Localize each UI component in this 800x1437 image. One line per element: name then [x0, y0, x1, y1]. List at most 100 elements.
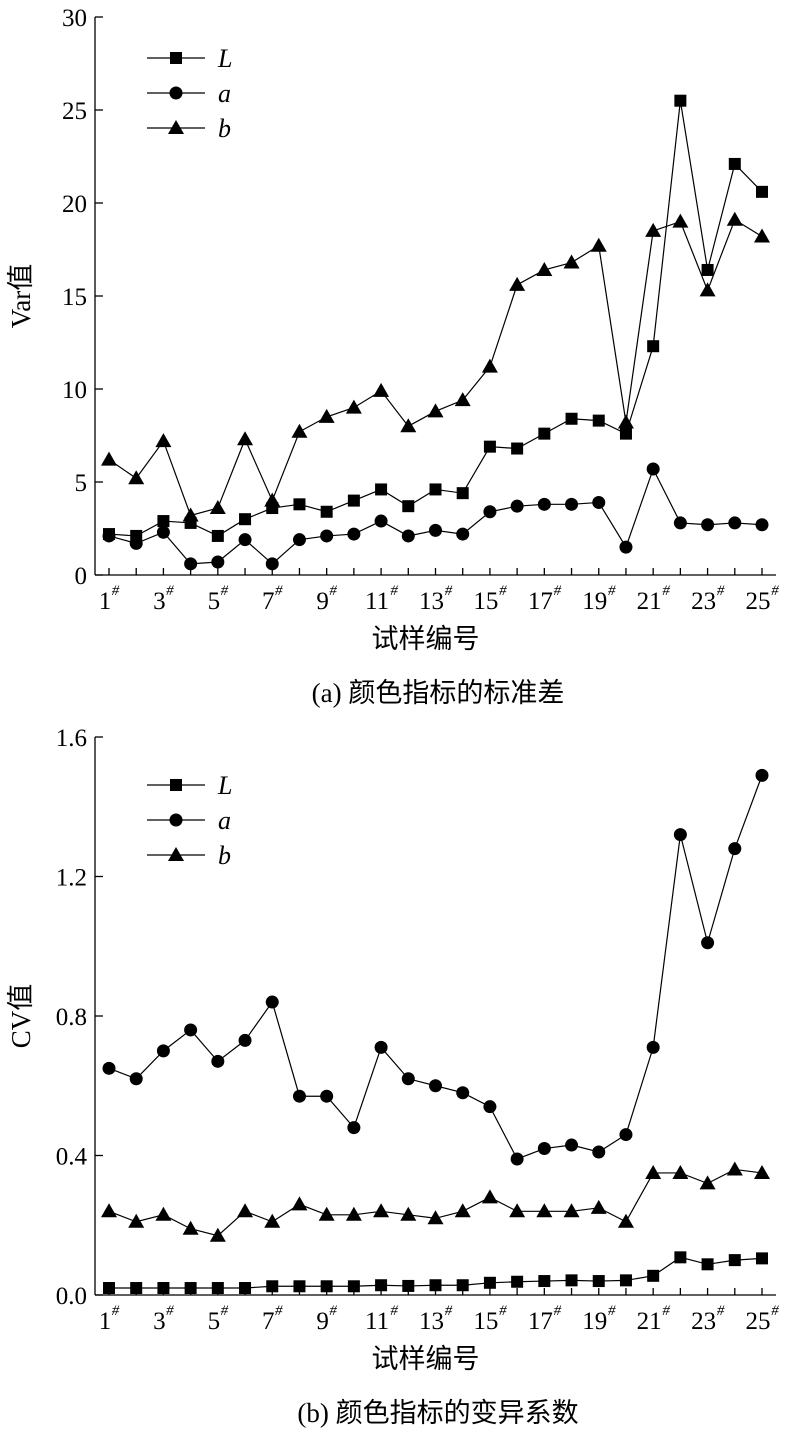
- series-L: [103, 94, 768, 542]
- x-tick-label: 19: [582, 1308, 607, 1335]
- legend-marker-a: [169, 813, 183, 827]
- data-point-b: [155, 433, 172, 448]
- data-point-b: [291, 423, 308, 438]
- data-point-L: [565, 1274, 578, 1287]
- x-tick-label: 15: [473, 1308, 498, 1335]
- data-point-L: [728, 1254, 741, 1267]
- x-tick-label: 7: [262, 1308, 275, 1335]
- data-point-b: [128, 1213, 145, 1228]
- data-point-L: [647, 340, 660, 353]
- x-tick-suffix: #: [275, 1303, 283, 1319]
- data-point-L: [619, 427, 632, 440]
- x-tick-suffix: #: [662, 1303, 670, 1319]
- x-tick-suffix: #: [221, 583, 229, 599]
- data-point-L: [211, 1282, 224, 1295]
- legend-marker-L: [170, 52, 182, 64]
- data-point-L: [538, 1275, 551, 1288]
- legend-label-a: a: [218, 79, 231, 108]
- data-point-L: [320, 505, 333, 518]
- data-point-b: [590, 1199, 607, 1214]
- data-point-L: [756, 1252, 768, 1265]
- data-point-a: [673, 828, 687, 842]
- data-point-a: [347, 527, 361, 541]
- data-point-b: [672, 1164, 689, 1179]
- data-point-b: [264, 492, 281, 507]
- x-tick-label: 1: [99, 588, 112, 615]
- data-point-b: [509, 1203, 526, 1218]
- x-tick-suffix: #: [275, 583, 283, 599]
- data-point-a: [102, 1061, 116, 1075]
- x-tick-suffix: #: [445, 1303, 453, 1319]
- x-tick-label: 5: [208, 588, 221, 615]
- data-point-b: [536, 261, 553, 276]
- x-tick-suffix: #: [221, 1303, 229, 1319]
- data-point-b: [427, 1210, 444, 1225]
- data-point-b: [209, 500, 226, 515]
- data-point-b: [509, 276, 526, 291]
- x-tick-suffix: #: [112, 583, 120, 599]
- x-tick-suffix: #: [166, 1303, 174, 1319]
- data-point-b: [182, 507, 199, 522]
- x-tick-label: 11: [365, 1308, 389, 1335]
- x-tick-label: 3: [153, 588, 166, 615]
- data-point-b: [318, 408, 335, 423]
- data-point-L: [375, 1279, 388, 1292]
- series-line-b: [108, 1168, 763, 1237]
- data-point-b: [101, 451, 117, 466]
- data-point-L: [130, 1282, 143, 1295]
- data-point-b: [590, 237, 607, 252]
- data-point-b: [754, 1164, 770, 1179]
- data-point-b: [101, 1203, 117, 1218]
- data-point-b: [563, 1203, 580, 1218]
- x-tick-suffix: #: [329, 583, 337, 599]
- legend-label-b: b: [218, 114, 231, 143]
- x-tick-label: 13: [419, 1308, 444, 1335]
- data-point-a: [592, 495, 606, 509]
- x-tick-suffix: #: [554, 1303, 562, 1319]
- data-point-b: [155, 1206, 172, 1221]
- data-point-L: [511, 1275, 524, 1288]
- data-point-b: [264, 1213, 281, 1228]
- y-tick-label: 25: [62, 98, 87, 125]
- data-point-a: [619, 540, 633, 554]
- x-axis-title: 试样编号: [372, 624, 480, 654]
- data-point-L: [184, 1282, 197, 1295]
- x-tick-suffix: #: [390, 583, 398, 599]
- data-point-b: [563, 254, 580, 269]
- data-point-b: [237, 1203, 254, 1218]
- data-point-L: [211, 529, 224, 542]
- data-point-a: [728, 516, 742, 530]
- y-tick-label: 15: [62, 284, 87, 311]
- y-tick-label: 5: [75, 470, 88, 497]
- data-point-a: [755, 518, 769, 532]
- x-tick-suffix: #: [390, 1303, 398, 1319]
- data-point-a: [537, 1142, 551, 1156]
- data-point-b: [672, 213, 689, 228]
- x-tick-label: 11: [365, 588, 389, 615]
- data-point-a: [755, 768, 769, 782]
- chart-caption: (a) 颜色指标的标准差: [312, 678, 565, 708]
- data-point-L: [592, 414, 605, 427]
- data-point-a: [429, 1079, 442, 1093]
- data-point-b: [318, 1206, 335, 1221]
- data-point-a: [129, 1072, 143, 1086]
- data-point-b: [209, 1227, 226, 1242]
- x-tick-label: 23: [691, 588, 716, 615]
- x-tick-label: 1: [99, 1308, 112, 1335]
- data-point-a: [483, 1100, 497, 1114]
- data-point-a: [728, 842, 742, 856]
- data-point-b: [373, 382, 390, 397]
- x-tick-label: 23: [691, 1308, 716, 1335]
- legend-marker-b: [168, 847, 184, 861]
- data-point-a: [429, 523, 442, 537]
- data-point-L: [402, 1279, 415, 1292]
- data-point-a: [483, 505, 497, 519]
- legend-label-L: L: [217, 771, 232, 800]
- data-point-b: [427, 403, 444, 418]
- data-point-L: [647, 1269, 660, 1282]
- y-tick-label: 0.0: [56, 1283, 87, 1310]
- legend-marker-a: [169, 86, 183, 100]
- data-point-L: [511, 442, 524, 455]
- series-line-a: [108, 775, 763, 1160]
- legend: Lab: [147, 44, 232, 143]
